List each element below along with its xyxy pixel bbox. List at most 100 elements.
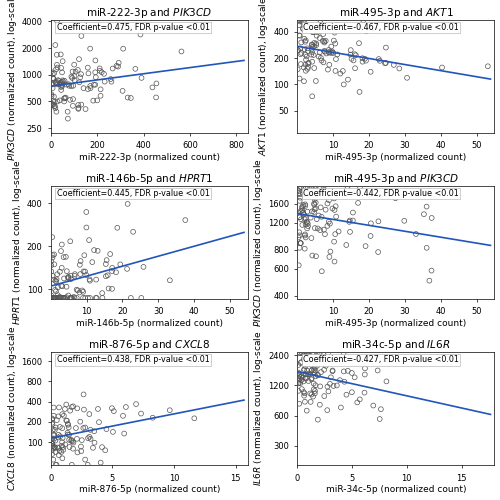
Point xyxy=(54,434,62,442)
Point xyxy=(300,378,308,386)
Point xyxy=(328,48,336,56)
Point xyxy=(324,66,332,74)
Point xyxy=(166,276,174,284)
Point xyxy=(302,36,310,44)
Point xyxy=(88,258,96,266)
Point xyxy=(49,101,57,109)
Point xyxy=(314,28,322,36)
Point xyxy=(48,268,56,276)
Point xyxy=(58,76,66,84)
Point xyxy=(312,372,320,380)
Point xyxy=(54,64,62,72)
Point xyxy=(295,22,303,30)
Point xyxy=(295,228,303,236)
Point xyxy=(55,404,63,411)
Point xyxy=(96,92,104,100)
Point xyxy=(60,77,68,85)
Point xyxy=(382,378,390,386)
Point xyxy=(47,292,55,300)
Point xyxy=(346,218,354,226)
Point xyxy=(298,206,306,214)
Point xyxy=(48,440,56,448)
Point xyxy=(310,350,318,358)
Point xyxy=(49,70,57,78)
Point xyxy=(61,440,69,448)
Point xyxy=(336,376,344,384)
Point xyxy=(100,70,108,78)
Point xyxy=(54,270,62,278)
Point xyxy=(68,294,76,302)
Point xyxy=(109,428,117,436)
Point xyxy=(65,436,73,444)
Point xyxy=(137,410,145,418)
Point xyxy=(297,372,305,380)
Point xyxy=(324,382,332,390)
Point xyxy=(51,426,59,434)
Point xyxy=(294,376,302,384)
Point xyxy=(308,234,316,242)
Point xyxy=(48,294,56,302)
Point xyxy=(298,374,306,382)
Point xyxy=(54,412,62,420)
Point xyxy=(296,239,304,247)
Point xyxy=(346,50,354,58)
Point xyxy=(299,209,307,217)
Point xyxy=(316,356,324,364)
Point xyxy=(310,366,318,374)
Point xyxy=(336,354,344,362)
Point xyxy=(61,94,69,102)
Point xyxy=(64,114,72,122)
Point xyxy=(58,81,66,89)
Point xyxy=(303,21,311,29)
Point xyxy=(367,220,375,228)
Point xyxy=(63,267,71,275)
Point xyxy=(56,78,64,86)
Point xyxy=(303,218,311,226)
Point xyxy=(52,66,60,74)
Point xyxy=(305,370,313,378)
Point xyxy=(80,84,88,92)
Point xyxy=(320,226,328,234)
Point xyxy=(313,349,321,357)
Point xyxy=(314,372,322,380)
Point xyxy=(330,238,338,246)
Point xyxy=(89,444,97,452)
Point xyxy=(308,50,316,58)
Point xyxy=(50,444,58,452)
Point xyxy=(54,98,62,106)
Point xyxy=(58,282,66,290)
Point xyxy=(58,410,66,418)
Point xyxy=(52,104,60,112)
Point xyxy=(322,50,330,58)
Point xyxy=(68,437,76,445)
Point xyxy=(152,80,160,88)
Point xyxy=(123,265,131,273)
Point xyxy=(69,82,77,90)
Point xyxy=(320,186,328,194)
Point xyxy=(325,48,333,56)
Point xyxy=(340,368,348,376)
Point xyxy=(96,86,104,94)
Point xyxy=(358,54,366,62)
Point xyxy=(294,16,302,24)
Point xyxy=(314,371,322,379)
Point xyxy=(308,92,316,100)
Point xyxy=(72,286,80,294)
Point xyxy=(82,224,90,232)
Y-axis label: $\it{CXCL8}$ (normalized count), log-scale: $\it{CXCL8}$ (normalized count), log-sca… xyxy=(6,326,18,492)
Point xyxy=(302,183,310,191)
Point xyxy=(308,361,316,369)
Point xyxy=(72,424,80,432)
Point xyxy=(64,292,72,300)
Point xyxy=(349,208,357,216)
Point xyxy=(308,252,316,260)
Point xyxy=(306,214,314,222)
Point xyxy=(54,78,62,86)
Point xyxy=(84,64,92,72)
Point xyxy=(94,247,102,255)
Point xyxy=(84,85,92,93)
Point xyxy=(302,234,310,241)
Point xyxy=(301,358,309,366)
Point xyxy=(340,378,348,386)
Point xyxy=(53,80,61,88)
